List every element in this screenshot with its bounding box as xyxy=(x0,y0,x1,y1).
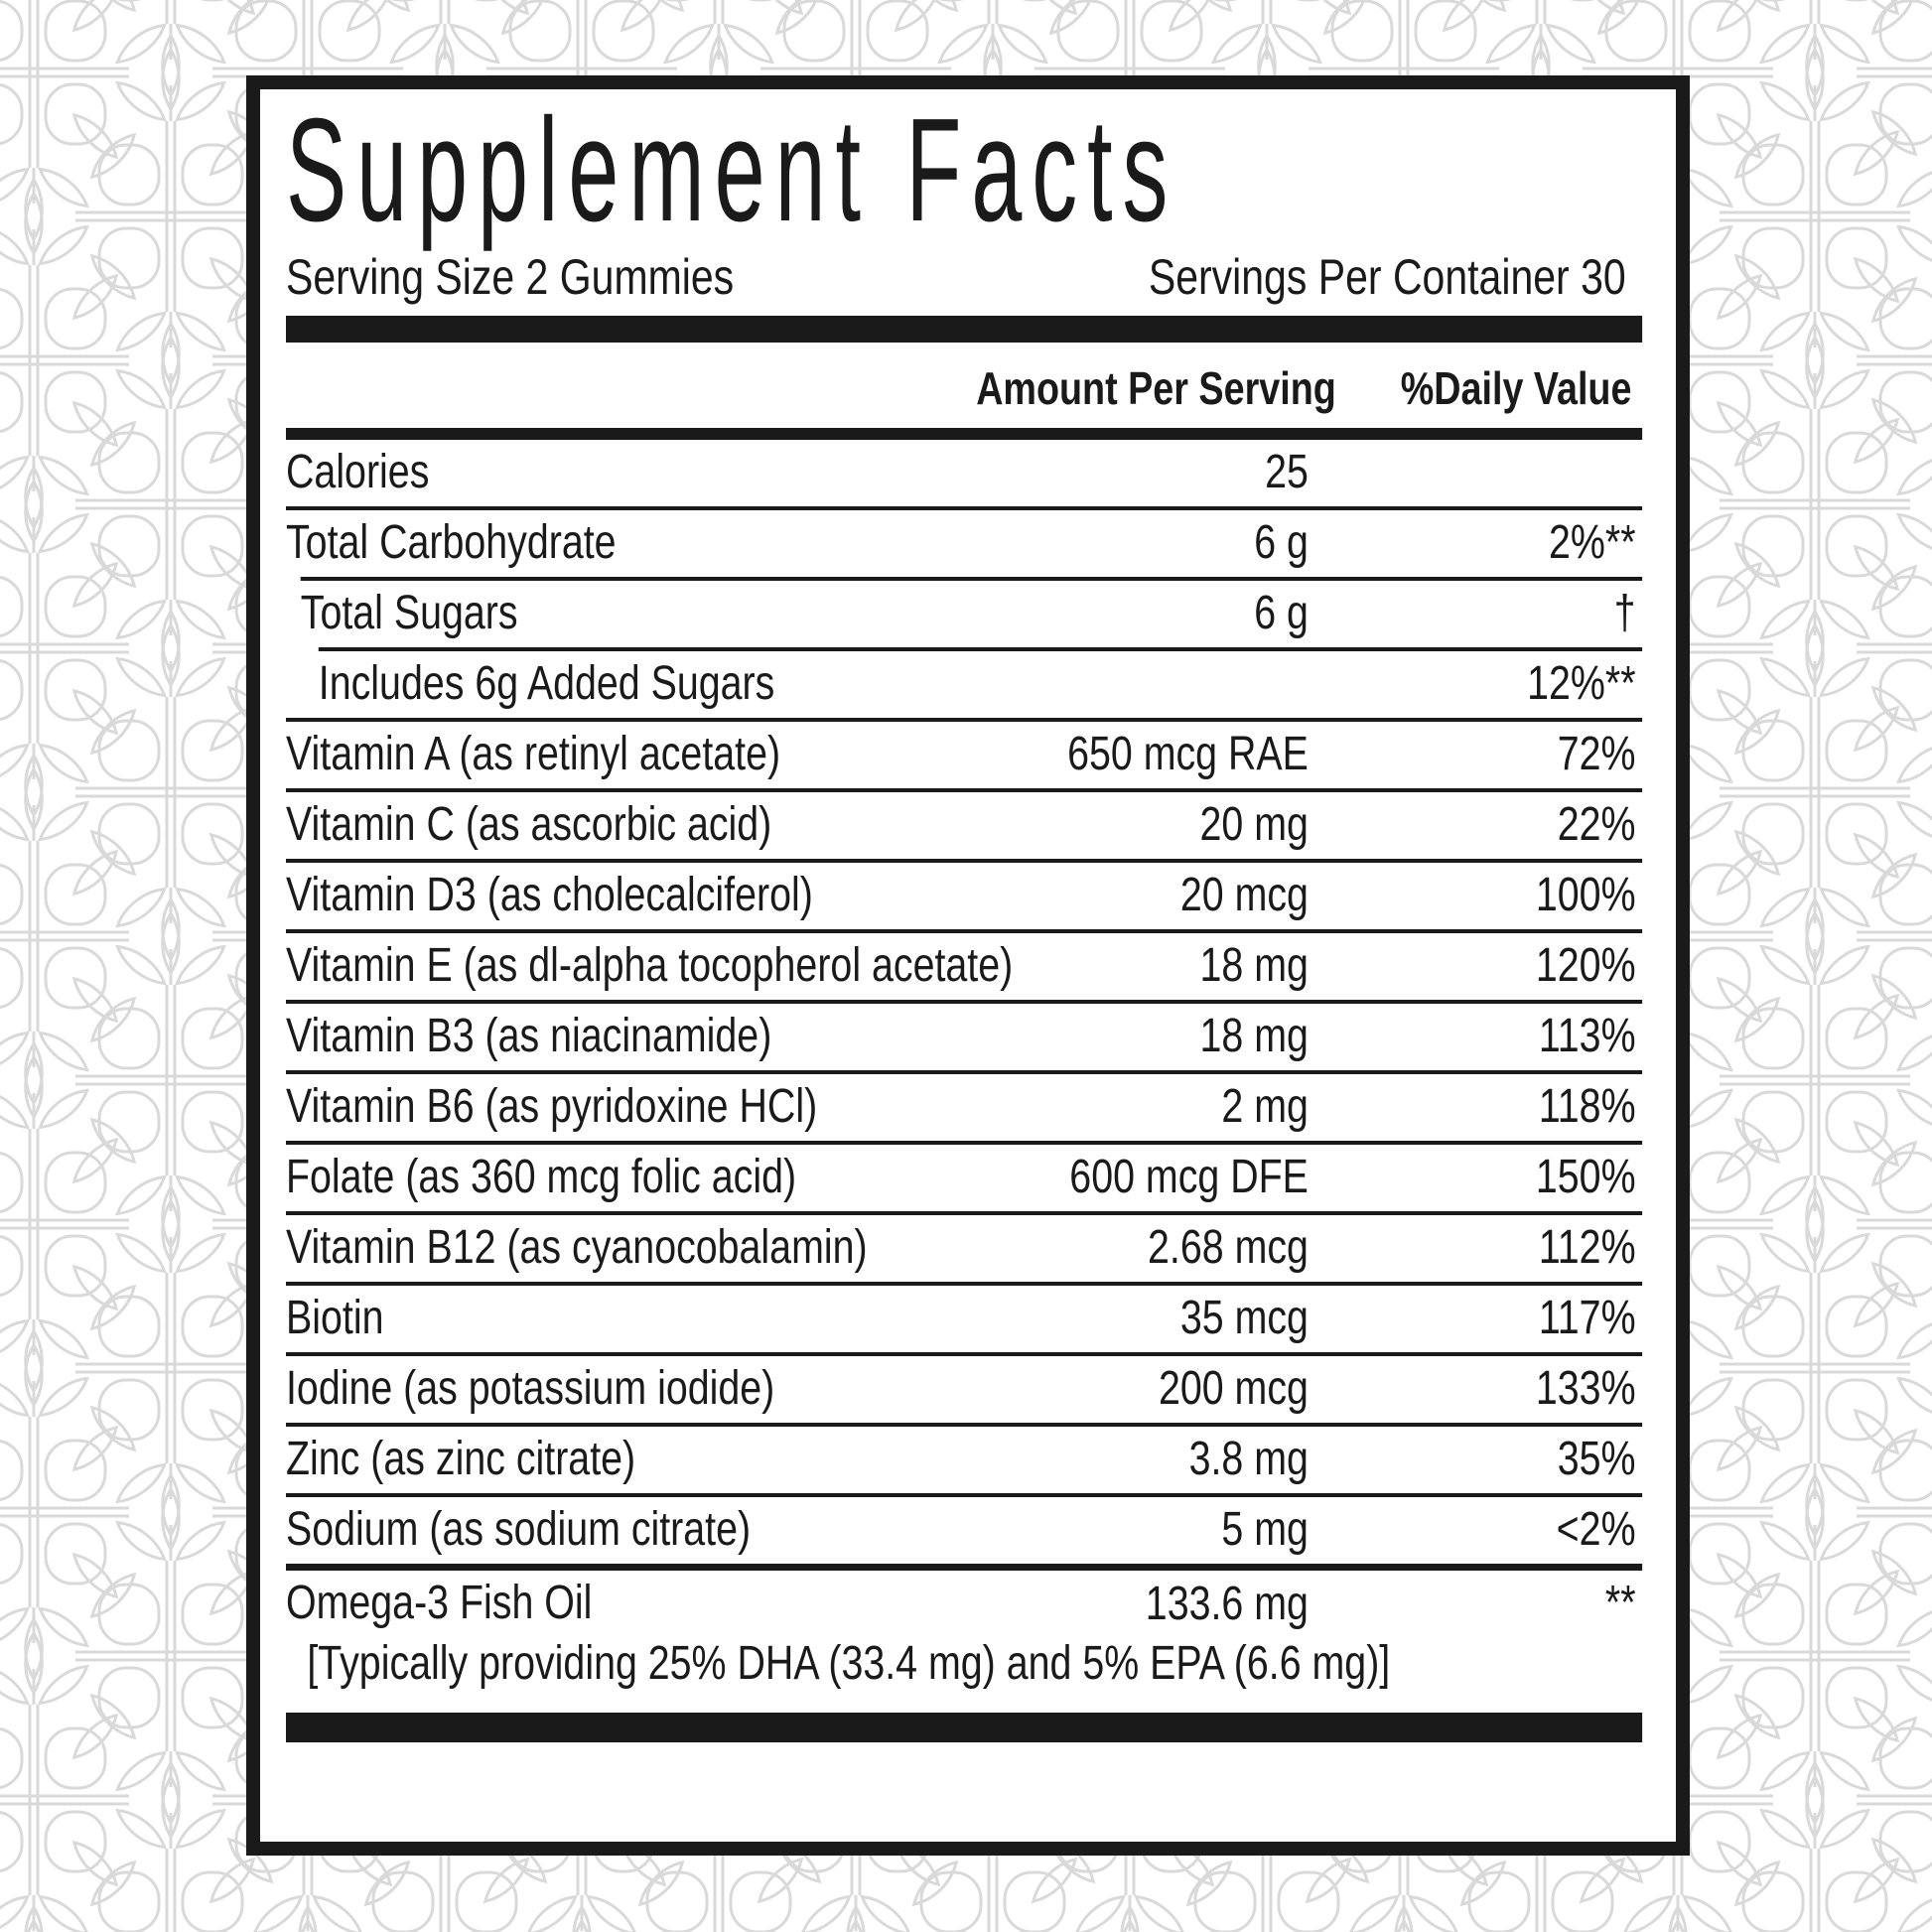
nutrient-amount: 35 mcg xyxy=(1179,1292,1309,1344)
nutrient-daily-value: 100% xyxy=(1535,869,1636,921)
nutrient-name: Vitamin A (as retinyl acetate) xyxy=(286,728,781,780)
nutrient-name: Iodine (as potassium iodide) xyxy=(286,1362,775,1415)
nutrient-daily-value: 22% xyxy=(1557,798,1636,851)
nutrient-amount: 25 xyxy=(1265,446,1309,498)
nutrient-amount: 20 mcg xyxy=(1179,869,1309,921)
nutrient-daily-value: 35% xyxy=(1557,1433,1636,1485)
nutrient-daily-value: 120% xyxy=(1535,939,1636,992)
nutrient-row: Includes 6g Added Sugars 12%** xyxy=(318,647,1643,718)
amount-per-serving-header: Amount Per Serving xyxy=(976,362,1336,414)
footnotes: † Daily Value not established. ** Percen… xyxy=(286,1754,1642,1842)
nutrient-amount: 5 mg xyxy=(1221,1503,1309,1556)
nutrient-name: Vitamin D3 (as cholecalciferol) xyxy=(286,869,813,921)
panel-header: Supplement Facts xyxy=(286,97,1642,246)
nutrient-amount: 20 mg xyxy=(1199,798,1309,851)
divider-bar-top xyxy=(286,316,1643,343)
nutrient-row: Total Sugars 6 g † xyxy=(300,577,1643,647)
nutrient-daily-value: 150% xyxy=(1535,1151,1636,1203)
nutrient-amount: 6 g xyxy=(1254,587,1309,639)
nutrient-amount: 2 mg xyxy=(1221,1080,1309,1133)
nutrient-row: Vitamin D3 (as cholecalciferol) 20 mcg 100… xyxy=(286,859,1643,929)
nutrient-row: Omega-3 Fish Oil 133.6 mg ** xyxy=(286,1564,1643,1637)
serving-size-text: Serving Size 2 Gummies xyxy=(286,249,735,305)
nutrient-name: Zinc (as zinc citrate) xyxy=(286,1433,636,1485)
nutrient-daily-value: 112% xyxy=(1538,1221,1636,1274)
nutrient-row: Iodine (as potassium iodide) 200 mcg 133% xyxy=(286,1352,1643,1423)
nutrient-name: Biotin xyxy=(286,1292,384,1344)
nutrient-row: Total Carbohydrate 6 g 2%** xyxy=(286,506,1643,577)
nutrient-row: Vitamin A (as retinyl acetate) 650 mcg RA… xyxy=(286,718,1643,788)
nutrient-name: Folate (as 360 mcg folic acid) xyxy=(286,1151,797,1203)
nutrient-daily-value: 2%** xyxy=(1549,516,1636,569)
nutrient-amount: 133.6 mg xyxy=(1145,1578,1309,1630)
nutrient-row: Vitamin B12 (as cyanocobalamin) 2.68 mcg 1… xyxy=(286,1211,1643,1282)
nutrient-name: Total Carbohydrate xyxy=(286,516,617,569)
nutrient-row: Vitamin E (as dl-alpha tocopherol acetat… xyxy=(286,929,1643,1000)
nutrient-amount: 650 mcg RAE xyxy=(1067,728,1309,780)
nutrient-daily-value: 117% xyxy=(1538,1292,1636,1344)
serving-info-row: Serving Size 2 Gummies Servings Per Cont… xyxy=(286,248,1642,306)
nutrient-amount: 3.8 mg xyxy=(1188,1433,1309,1485)
nutrient-row: Vitamin B6 (as pyridoxine HCl) 2 mg 118% xyxy=(286,1070,1643,1141)
panel-body: Serving Size 2 Gummies Servings Per Cont… xyxy=(286,248,1643,1842)
nutrient-row: Calories 25 xyxy=(286,440,1642,506)
nutrient-daily-value: <2% xyxy=(1556,1503,1636,1556)
servings-per-container-text: Servings Per Container 30 xyxy=(1148,249,1626,305)
daily-value-header: %Daily Value xyxy=(1400,362,1632,414)
nutrient-name: Vitamin C (as ascorbic acid) xyxy=(286,798,772,851)
nutrient-amount: 2.68 mcg xyxy=(1148,1221,1309,1274)
nutrient-amount: 6 g xyxy=(1254,516,1309,569)
supplement-facts-panel: Supplement Facts Serving Size 2 Gummies … xyxy=(246,75,1690,1856)
nutrient-name: Sodium (as sodium citrate) xyxy=(286,1503,752,1556)
panel-title: Supplement Facts xyxy=(286,88,1178,252)
nutrient-name: Vitamin B12 (as cyanocobalamin) xyxy=(286,1221,868,1274)
divider-bar-header xyxy=(286,428,1643,440)
nutrient-name: [Typically providing 25% DHA (33.4 mg) a… xyxy=(307,1637,1391,1690)
nutrient-amount: 200 mcg xyxy=(1158,1362,1309,1415)
nutrient-daily-value: † xyxy=(1613,587,1636,639)
nutrient-rows: Calories 25 Total Carbohydrate 6 g 2%** Total… xyxy=(286,440,1643,1711)
nutrient-note-row: [Typically providing 25% DHA (33.4 mg) a… xyxy=(286,1637,1642,1711)
nutrient-row: Folate (as 360 mcg folic acid) 600 mcg DF… xyxy=(286,1141,1643,1211)
nutrient-name: Omega-3 Fish Oil xyxy=(286,1577,593,1629)
nutrient-amount: 18 mg xyxy=(1199,939,1309,992)
divider-bar-bottom xyxy=(286,1713,1643,1742)
nutrient-name: Vitamin B6 (as pyridoxine HCl) xyxy=(286,1080,818,1133)
nutrient-row: Zinc (as zinc citrate) 3.8 mg 35% xyxy=(286,1423,1643,1493)
nutrient-daily-value: 72% xyxy=(1557,728,1636,780)
nutrient-name: Includes 6g Added Sugars xyxy=(318,657,775,710)
nutrient-daily-value: 12%** xyxy=(1527,657,1636,710)
nutrient-name: Vitamin B3 (as niacinamide) xyxy=(286,1010,772,1062)
nutrient-amount: 600 mcg DFE xyxy=(1069,1151,1309,1203)
nutrient-row: Vitamin C (as ascorbic acid) 20 mg 22% xyxy=(286,788,1643,859)
nutrient-daily-value: ** xyxy=(1604,1577,1636,1629)
nutrient-name: Calories xyxy=(286,446,430,498)
nutrient-amount: 18 mg xyxy=(1199,1010,1309,1062)
nutrient-name: Total Sugars xyxy=(300,587,518,639)
nutrient-name: Vitamin E (as dl-alpha tocopherol acetat… xyxy=(286,939,1014,992)
nutrient-daily-value: 118% xyxy=(1538,1080,1636,1133)
column-header-row: Amount Per Serving %Daily Value xyxy=(286,364,1642,412)
nutrient-row: Biotin 35 mcg 117% xyxy=(286,1282,1643,1352)
nutrient-row: Vitamin B3 (as niacinamide) 18 mg 113% xyxy=(286,1000,1643,1070)
nutrient-daily-value: 113% xyxy=(1538,1010,1636,1062)
nutrient-row: Sodium (as sodium citrate) 5 mg <2% xyxy=(286,1493,1643,1564)
nutrient-daily-value: 133% xyxy=(1535,1362,1636,1415)
